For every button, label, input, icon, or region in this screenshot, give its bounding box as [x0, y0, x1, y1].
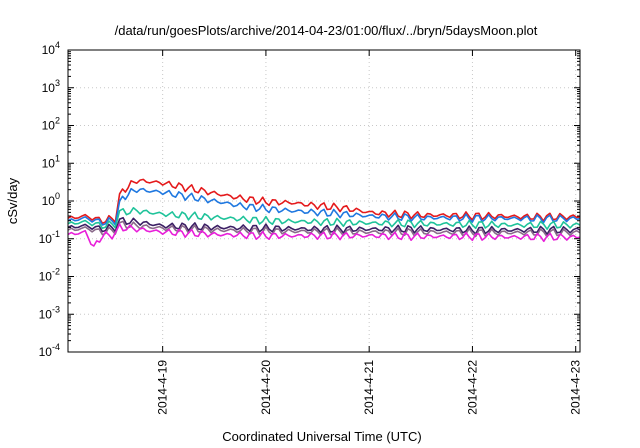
y-tick-base: 10	[39, 270, 53, 284]
x-axis: 2014-4-19 2014-4-20 2014-4-21 2014-4-22 2014…	[156, 50, 583, 415]
y-tick-label: 10-2	[39, 267, 60, 284]
x-tick-label: 2014-4-19	[156, 360, 170, 415]
y-tick-exponent: -3	[52, 304, 60, 314]
x-tick-label: 2014-4-22	[465, 360, 479, 415]
y-tick-label: 104	[42, 40, 60, 57]
x-axis-label: Coordinated Universal Time (UTC)	[222, 429, 421, 444]
y-tick-base: 10	[39, 345, 53, 359]
y-tick-label: 100	[42, 191, 60, 208]
series-line	[67, 216, 581, 235]
y-tick-base: 10	[42, 119, 56, 133]
y-tick-exponent: -1	[52, 229, 60, 239]
x-tick-label: 2014-4-21	[362, 360, 376, 415]
y-tick-exponent: -4	[52, 342, 60, 352]
series-line	[67, 223, 581, 247]
series-line	[67, 220, 581, 238]
y-tick-exponent: -2	[52, 267, 60, 277]
grid	[68, 50, 580, 352]
y-tick-base: 10	[42, 43, 56, 57]
y-tick-base: 10	[42, 156, 56, 170]
y-tick-label: 10-1	[39, 229, 60, 246]
y-tick-label: 10-3	[39, 304, 60, 321]
y-tick-base: 10	[39, 232, 53, 246]
y-tick-exponent: 4	[55, 40, 60, 50]
series-line	[67, 207, 581, 230]
y-axis-label: cSv/day	[5, 177, 20, 224]
y-tick-base: 10	[42, 81, 56, 95]
y-tick-exponent: 2	[55, 116, 60, 126]
x-tick-label: 2014-4-20	[259, 360, 273, 415]
x-tick-label: 2014-4-23	[569, 360, 583, 415]
y-tick-label: 10-4	[39, 342, 60, 359]
y-tick-exponent: 1	[55, 153, 60, 163]
series-layer	[67, 178, 581, 247]
series-line	[67, 178, 581, 225]
y-tick-exponent: 3	[55, 78, 60, 88]
y-tick-exponent: 0	[55, 191, 60, 201]
chart-title: /data/run/goesPlots/archive/2014-04-23/0…	[115, 23, 538, 38]
y-tick-base: 10	[42, 194, 56, 208]
y-tick-label: 103	[42, 78, 60, 95]
series-line	[67, 187, 581, 226]
y-tick-label: 101	[42, 153, 60, 170]
y-tick-base: 10	[39, 307, 53, 321]
y-tick-label: 102	[42, 116, 60, 133]
